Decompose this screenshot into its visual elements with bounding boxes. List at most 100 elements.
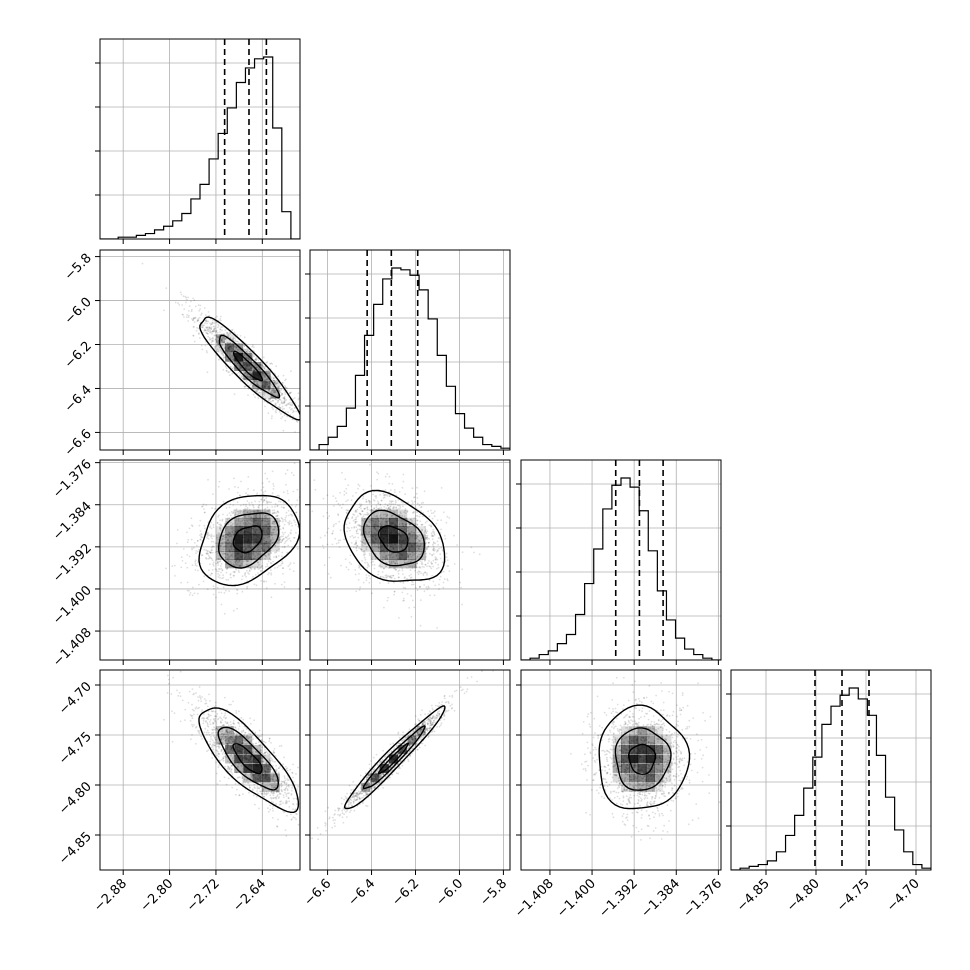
sample-point — [212, 744, 215, 747]
sample-point — [270, 532, 273, 535]
sample-point — [261, 371, 263, 373]
sample-point — [220, 562, 223, 565]
sample-point — [355, 590, 358, 593]
sample-point — [181, 699, 184, 702]
sample-point — [425, 536, 428, 539]
sample-point — [333, 505, 335, 507]
sample-point — [425, 547, 428, 549]
sample-point — [269, 541, 272, 543]
sample-point — [378, 546, 381, 549]
density-cell — [225, 542, 235, 552]
sample-point — [216, 783, 219, 785]
sample-point — [401, 519, 404, 522]
sample-point — [418, 545, 420, 548]
sample-point — [266, 752, 269, 755]
sample-point — [339, 504, 341, 507]
sample-point — [219, 328, 221, 331]
sample-point — [274, 397, 276, 400]
sample-point — [238, 363, 241, 366]
sample-point — [221, 569, 224, 572]
sample-point — [293, 536, 296, 539]
sample-point — [289, 401, 291, 404]
sample-point — [223, 548, 225, 551]
sample-point — [197, 569, 199, 572]
sample-point — [402, 524, 405, 527]
sample-point — [277, 386, 279, 389]
sample-point — [205, 318, 208, 321]
sample-point — [381, 558, 384, 561]
sample-point — [234, 560, 237, 563]
sample-point — [378, 543, 380, 546]
sample-point — [256, 358, 259, 360]
sample-point — [287, 499, 290, 502]
sample-point — [237, 516, 240, 519]
sample-point — [258, 385, 261, 388]
sample-point — [228, 541, 231, 543]
sample-point — [185, 316, 188, 318]
sample-point — [270, 501, 272, 504]
sample-point — [426, 536, 429, 539]
sample-point — [418, 548, 420, 551]
sample-point — [428, 524, 431, 527]
sample-point — [418, 540, 421, 542]
sample-point — [428, 565, 431, 568]
sample-point — [241, 516, 244, 519]
sample-point — [390, 576, 392, 579]
sample-point — [284, 385, 286, 387]
sample-point — [211, 535, 213, 537]
sample-point — [364, 513, 367, 516]
sample-point — [206, 533, 209, 536]
sample-point — [217, 358, 220, 361]
sample-point — [286, 403, 288, 406]
sample-point — [190, 310, 193, 313]
density-cell — [225, 551, 235, 561]
sample-point — [281, 402, 284, 405]
sample-point — [213, 735, 215, 737]
sample-point — [198, 732, 201, 735]
sample-point — [268, 501, 271, 504]
sample-point — [201, 326, 204, 329]
sample-point — [288, 779, 290, 781]
sample-point — [235, 559, 238, 562]
sample-point — [377, 472, 380, 475]
sample-point — [421, 558, 424, 561]
sample-point — [243, 519, 246, 522]
density-cell — [215, 343, 225, 353]
sample-point — [268, 737, 271, 740]
sample-point — [224, 365, 227, 368]
sample-point — [431, 554, 434, 557]
sample-point — [416, 535, 419, 538]
sample-point — [430, 532, 433, 535]
sample-point — [256, 561, 259, 564]
sample-point — [249, 786, 251, 789]
sample-point — [213, 535, 215, 537]
sample-point — [427, 562, 429, 565]
sample-point — [373, 563, 376, 566]
sample-point — [328, 515, 331, 518]
sample-point — [266, 563, 269, 565]
sample-point — [252, 552, 255, 555]
sample-point — [190, 524, 193, 527]
density-cell — [234, 542, 244, 552]
sample-point — [461, 603, 464, 606]
sample-point — [183, 316, 185, 318]
sample-point — [268, 399, 271, 401]
sample-point — [254, 515, 257, 517]
sample-point — [264, 405, 266, 408]
sample-point — [261, 733, 264, 736]
sample-point — [216, 335, 219, 338]
sample-point — [227, 766, 230, 768]
sample-point — [227, 534, 230, 537]
sample-point — [296, 499, 299, 502]
sample-point — [412, 583, 415, 586]
sample-point — [214, 507, 216, 510]
sample-point — [311, 510, 314, 513]
sample-point — [224, 556, 227, 559]
sample-point — [355, 532, 358, 535]
sample-point — [354, 569, 357, 571]
sample-point — [272, 377, 275, 380]
sample-point — [268, 375, 271, 378]
sample-point — [196, 544, 198, 547]
sample-point — [262, 486, 265, 489]
sample-point — [411, 500, 413, 502]
